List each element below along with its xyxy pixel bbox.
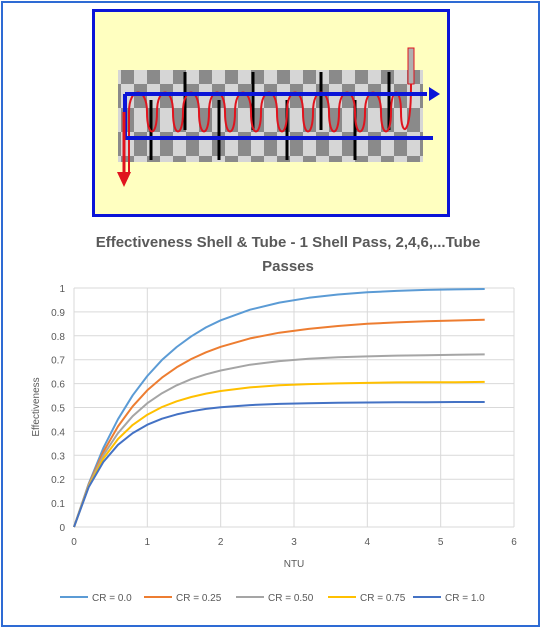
x-tick-label: 6: [511, 537, 517, 548]
y-tick-label: 0.9: [51, 308, 65, 319]
shell-body: [118, 70, 423, 162]
series-line-0: [73, 288, 485, 528]
series-line-1: [73, 318, 485, 528]
x-axis-label: NTU: [284, 559, 305, 570]
chart-area: Effectiveness Shell & Tube - 1 Shell Pas…: [8, 217, 530, 621]
y-tick-labels: 0 0.1 0.2 0.3 0.4 0.5 0.6 0.7 0.8 0.9 1: [51, 284, 65, 534]
y-tick-label: 0.7: [51, 356, 65, 367]
y-tick-label: 1: [59, 284, 65, 295]
heat-exchanger-diagram: [92, 9, 450, 217]
legend-label: CR = 1.0: [445, 593, 485, 604]
y-tick-label: 0: [59, 523, 65, 534]
x-tick-labels: 0 1 2 3 4 5 6: [71, 537, 517, 548]
shell-inlet-nozzle: [407, 47, 415, 85]
effectiveness-chart: Effectiveness Shell & Tube - 1 Shell Pas…: [31, 234, 517, 604]
chart-title-line-2: Passes: [262, 258, 314, 275]
tube-flow-arrow-icon: [429, 87, 440, 101]
chart-title-line-1: Effectiveness Shell & Tube - 1 Shell Pas…: [96, 234, 481, 251]
legend-item: CR = 0.50: [236, 593, 314, 604]
legend-item: CR = 1.0: [413, 593, 485, 604]
series-line-4: [73, 401, 485, 528]
gridlines: [73, 287, 515, 528]
y-tick-label: 0.3: [51, 451, 65, 462]
legend-label: CR = 0.75: [360, 593, 406, 604]
legend-label: CR = 0.25: [176, 593, 222, 604]
x-tick-label: 2: [218, 537, 224, 548]
x-tick-label: 1: [145, 537, 151, 548]
shell-flow-arrow-icon: [117, 172, 131, 187]
legend-item: CR = 0.75: [328, 593, 406, 604]
y-tick-label: 0.2: [51, 475, 65, 486]
x-tick-label: 0: [71, 537, 77, 548]
chart-legend: CR = 0.0 CR = 0.25 CR = 0.50 CR = 0.75 CR = …: [60, 593, 485, 604]
y-axis-label: Effectiveness: [31, 377, 42, 436]
legend-label: CR = 0.0: [92, 593, 132, 604]
y-tick-label: 0.5: [51, 404, 65, 415]
y-tick-label: 0.6: [51, 380, 65, 391]
series-line-3: [73, 380, 485, 528]
legend-item: CR = 0.25: [144, 593, 222, 604]
x-tick-label: 5: [438, 537, 444, 548]
y-tick-label: 0.4: [51, 427, 65, 438]
y-tick-label: 0.1: [51, 499, 65, 510]
y-tick-label: 0.8: [51, 332, 65, 343]
legend-item: CR = 0.0: [60, 593, 132, 604]
series-line-2: [73, 353, 485, 528]
legend-label: CR = 0.50: [268, 593, 314, 604]
x-tick-label: 4: [365, 537, 371, 548]
series-lines: [73, 288, 485, 528]
heat-exchanger-schematic-icon: [117, 47, 440, 187]
x-tick-label: 3: [291, 537, 297, 548]
